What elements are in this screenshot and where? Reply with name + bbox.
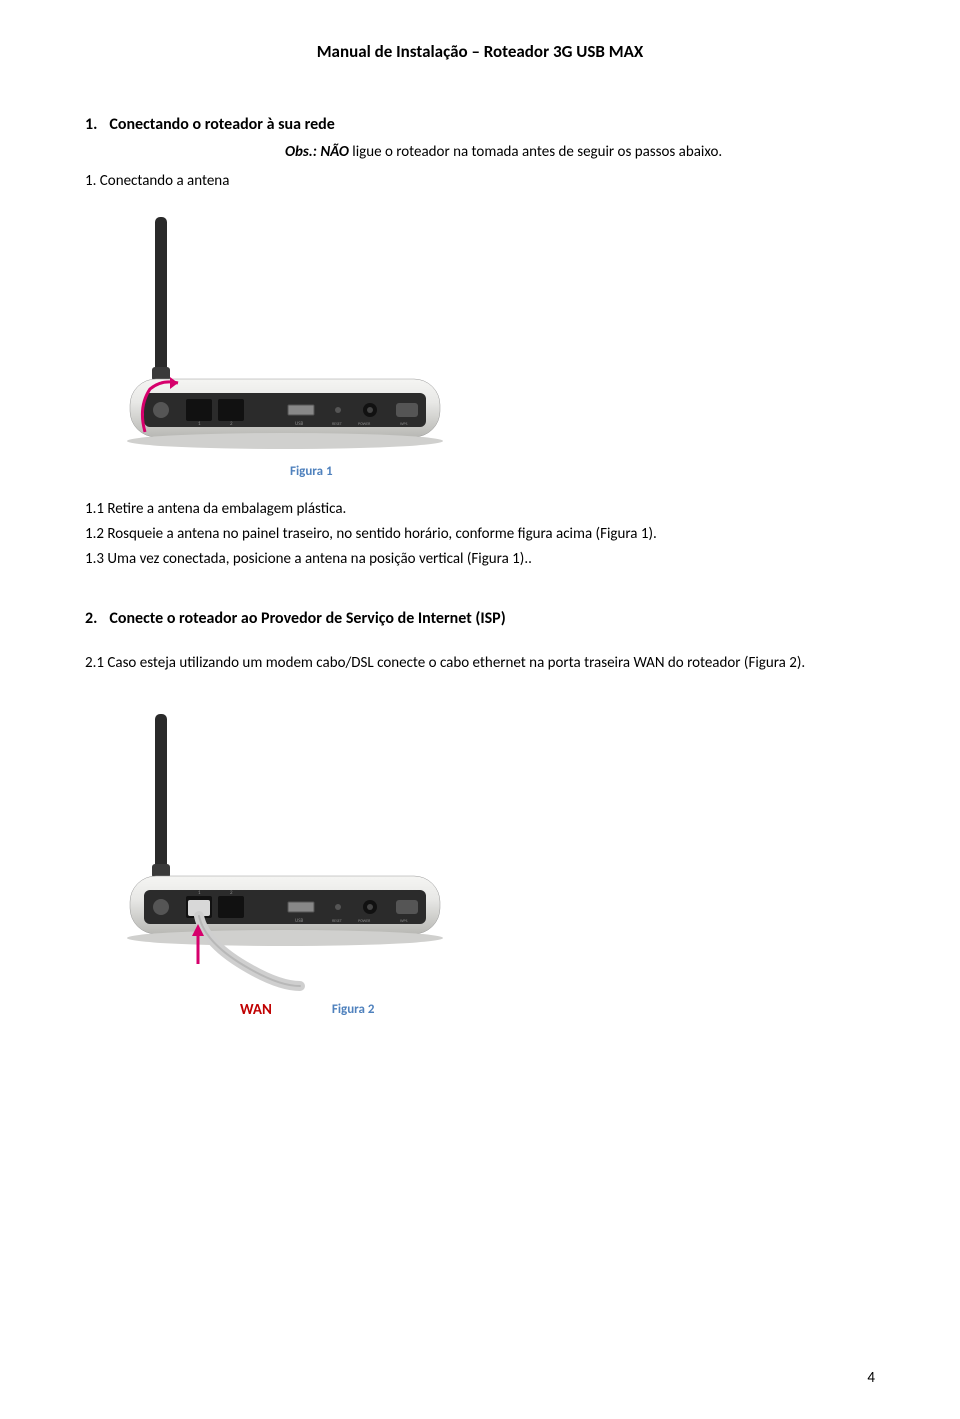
page-number: 4 <box>867 1368 875 1389</box>
svg-text:RESET: RESET <box>332 919 342 924</box>
svg-text:USB: USB <box>295 421 304 427</box>
svg-text:RESET: RESET <box>332 422 342 427</box>
svg-text:WPS: WPS <box>400 919 408 924</box>
svg-text:USB: USB <box>295 918 304 924</box>
step-1-2: 1.2 Rosqueie a antena no painel traseiro… <box>85 524 875 545</box>
obs-label: Obs.: NÃO <box>285 143 349 161</box>
section1-text: Conectando o roteador à sua rede <box>109 115 334 134</box>
step-2-1: 2.1 Caso esteja utilizando um modem cabo… <box>85 653 875 674</box>
figure1: 1 2 USB RESET POWER WPS Figura 1 <box>100 207 875 481</box>
figure2: 1 2 USB RESET POWER WPS WAN Figura 2 <box>100 704 875 1021</box>
obs-text: ligue o roteador na tomada antes de segu… <box>349 143 722 161</box>
sub-num: 1. <box>85 172 96 190</box>
section1-num: 1. <box>85 115 97 134</box>
obs-line: Obs.: NÃO ligue o roteador na tomada ant… <box>285 142 875 163</box>
wan-label: WAN <box>240 1000 272 1021</box>
section2-num: 2. <box>85 609 97 628</box>
figure1-caption: Figura 1 <box>290 463 875 481</box>
svg-text:WPS: WPS <box>400 422 408 427</box>
section2-heading: 2. Conecte o roteador ao Provedor de Serv… <box>85 608 875 630</box>
figure2-caption: Figura 2 <box>332 1001 375 1019</box>
page-header: Manual de Instalação – Roteador 3G USB M… <box>85 40 875 64</box>
sub-text: Conectando a antena <box>100 172 230 190</box>
section1-subheading: 1. Conectando a antena <box>85 171 875 192</box>
svg-text:POWER: POWER <box>358 919 371 924</box>
section2-text: Conecte o roteador ao Provedor de Serviç… <box>109 609 505 628</box>
router-figure1-svg: 1 2 USB RESET POWER WPS <box>100 207 460 457</box>
section1-heading: 1. Conectando o roteador à sua rede <box>85 114 875 136</box>
step-1-3: 1.3 Uma vez conectada, posicione a anten… <box>85 549 875 570</box>
router-figure2-svg: 1 2 USB RESET POWER WPS <box>100 704 460 994</box>
svg-text:POWER: POWER <box>358 422 371 427</box>
step-1-1: 1.1 Retire a antena da embalagem plástic… <box>85 499 875 520</box>
